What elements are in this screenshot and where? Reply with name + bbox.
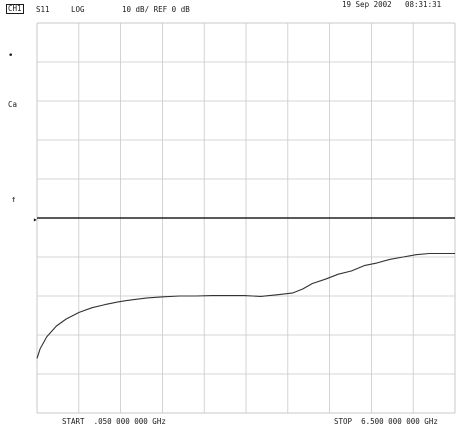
scale-label: 10 dB/ REF 0 dB (122, 5, 190, 14)
s11-trace (36, 252, 455, 359)
channel-label: CH1 (6, 4, 24, 14)
start-frequency: START .050 000 000 GHz (62, 417, 166, 426)
format-label: LOG (71, 5, 85, 14)
parameter-label: S11 (36, 5, 50, 14)
date-label: 19 Sep 2002 (342, 0, 392, 9)
ref-arrow-icon: ↑ (11, 195, 17, 205)
marker-dot: • (8, 51, 14, 61)
time-label: 08:31:31 (405, 0, 442, 9)
ref-pointer-icon: ▸ (33, 215, 38, 224)
stop-frequency: STOP 6.500 000 000 GHz (334, 417, 438, 426)
cal-label: Ca (8, 100, 18, 109)
